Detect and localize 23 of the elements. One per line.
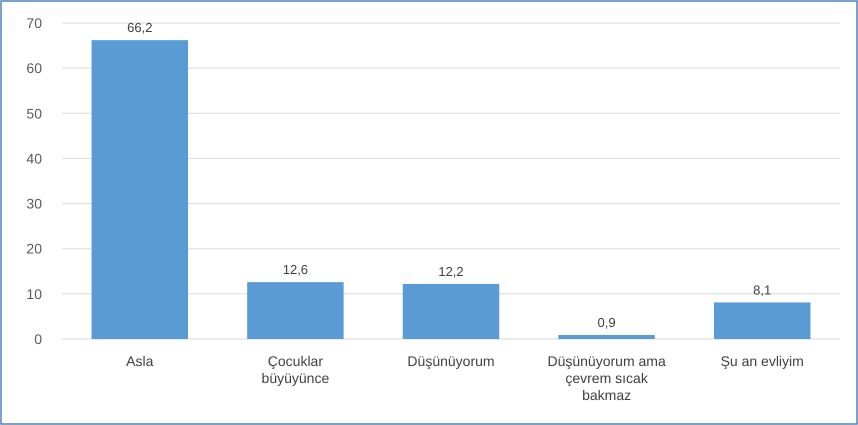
data-label: 0,9	[598, 314, 616, 330]
y-tick-label: 30	[26, 196, 42, 212]
bar	[558, 334, 655, 339]
bar	[714, 302, 810, 339]
data-label: 12,6	[282, 262, 308, 278]
y-tick-label: 40	[26, 150, 42, 166]
y-tick-label: 10	[26, 286, 42, 302]
bar	[92, 40, 188, 339]
x-tick-label: Düşünüyorum ama çevrem sıcak bakmaz	[547, 353, 666, 403]
x-tick-label: Asla	[126, 353, 154, 369]
data-label: 66,2	[127, 20, 152, 36]
y-tick-label: 70	[26, 15, 42, 31]
bar	[402, 284, 500, 339]
y-tick-label: 0	[34, 331, 42, 347]
data-label: 12,2	[438, 264, 464, 279]
x-tick-label: Şu an evliyim	[720, 353, 804, 369]
data-label: 8,1	[753, 282, 772, 298]
bar	[247, 282, 344, 339]
x-tick-label: Düşünüyorum	[407, 353, 495, 369]
x-tick-label: Çocuklar büyüyünce	[262, 353, 330, 386]
y-tick-label: 50	[26, 105, 42, 122]
y-tick-label: 20	[26, 240, 42, 257]
y-tick-label: 60	[26, 60, 42, 76]
